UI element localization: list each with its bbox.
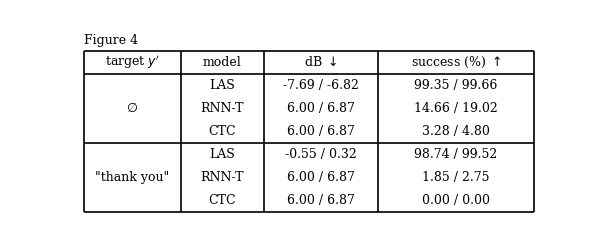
Text: success (%) $\uparrow$: success (%) $\uparrow$: [411, 55, 501, 70]
Text: -0.55 / 0.32: -0.55 / 0.32: [285, 148, 357, 161]
Text: LAS: LAS: [209, 148, 235, 161]
Text: 1.85 / 2.75: 1.85 / 2.75: [422, 171, 490, 184]
Text: dB $\downarrow$: dB $\downarrow$: [304, 55, 338, 69]
Text: 6.00 / 6.87: 6.00 / 6.87: [287, 194, 355, 207]
Text: -7.69 / -6.82: -7.69 / -6.82: [283, 79, 359, 92]
Text: CTC: CTC: [209, 194, 236, 207]
Text: $\varnothing$: $\varnothing$: [126, 101, 138, 115]
Text: 6.00 / 6.87: 6.00 / 6.87: [287, 102, 355, 115]
Text: 0.00 / 0.00: 0.00 / 0.00: [422, 194, 490, 207]
Text: Figure 4: Figure 4: [84, 34, 138, 47]
Text: 98.74 / 99.52: 98.74 / 99.52: [414, 148, 498, 161]
Text: 3.28 / 4.80: 3.28 / 4.80: [422, 125, 490, 138]
Text: CTC: CTC: [209, 125, 236, 138]
Text: LAS: LAS: [209, 79, 235, 92]
Text: target $y'$: target $y'$: [105, 54, 160, 71]
Text: 6.00 / 6.87: 6.00 / 6.87: [287, 125, 355, 138]
Text: model: model: [203, 56, 242, 69]
Text: RNN-T: RNN-T: [200, 102, 244, 115]
Text: "thank you": "thank you": [95, 171, 169, 184]
Text: 14.66 / 19.02: 14.66 / 19.02: [414, 102, 498, 115]
Text: 99.35 / 99.66: 99.35 / 99.66: [414, 79, 498, 92]
Text: 6.00 / 6.87: 6.00 / 6.87: [287, 171, 355, 184]
Text: RNN-T: RNN-T: [200, 171, 244, 184]
